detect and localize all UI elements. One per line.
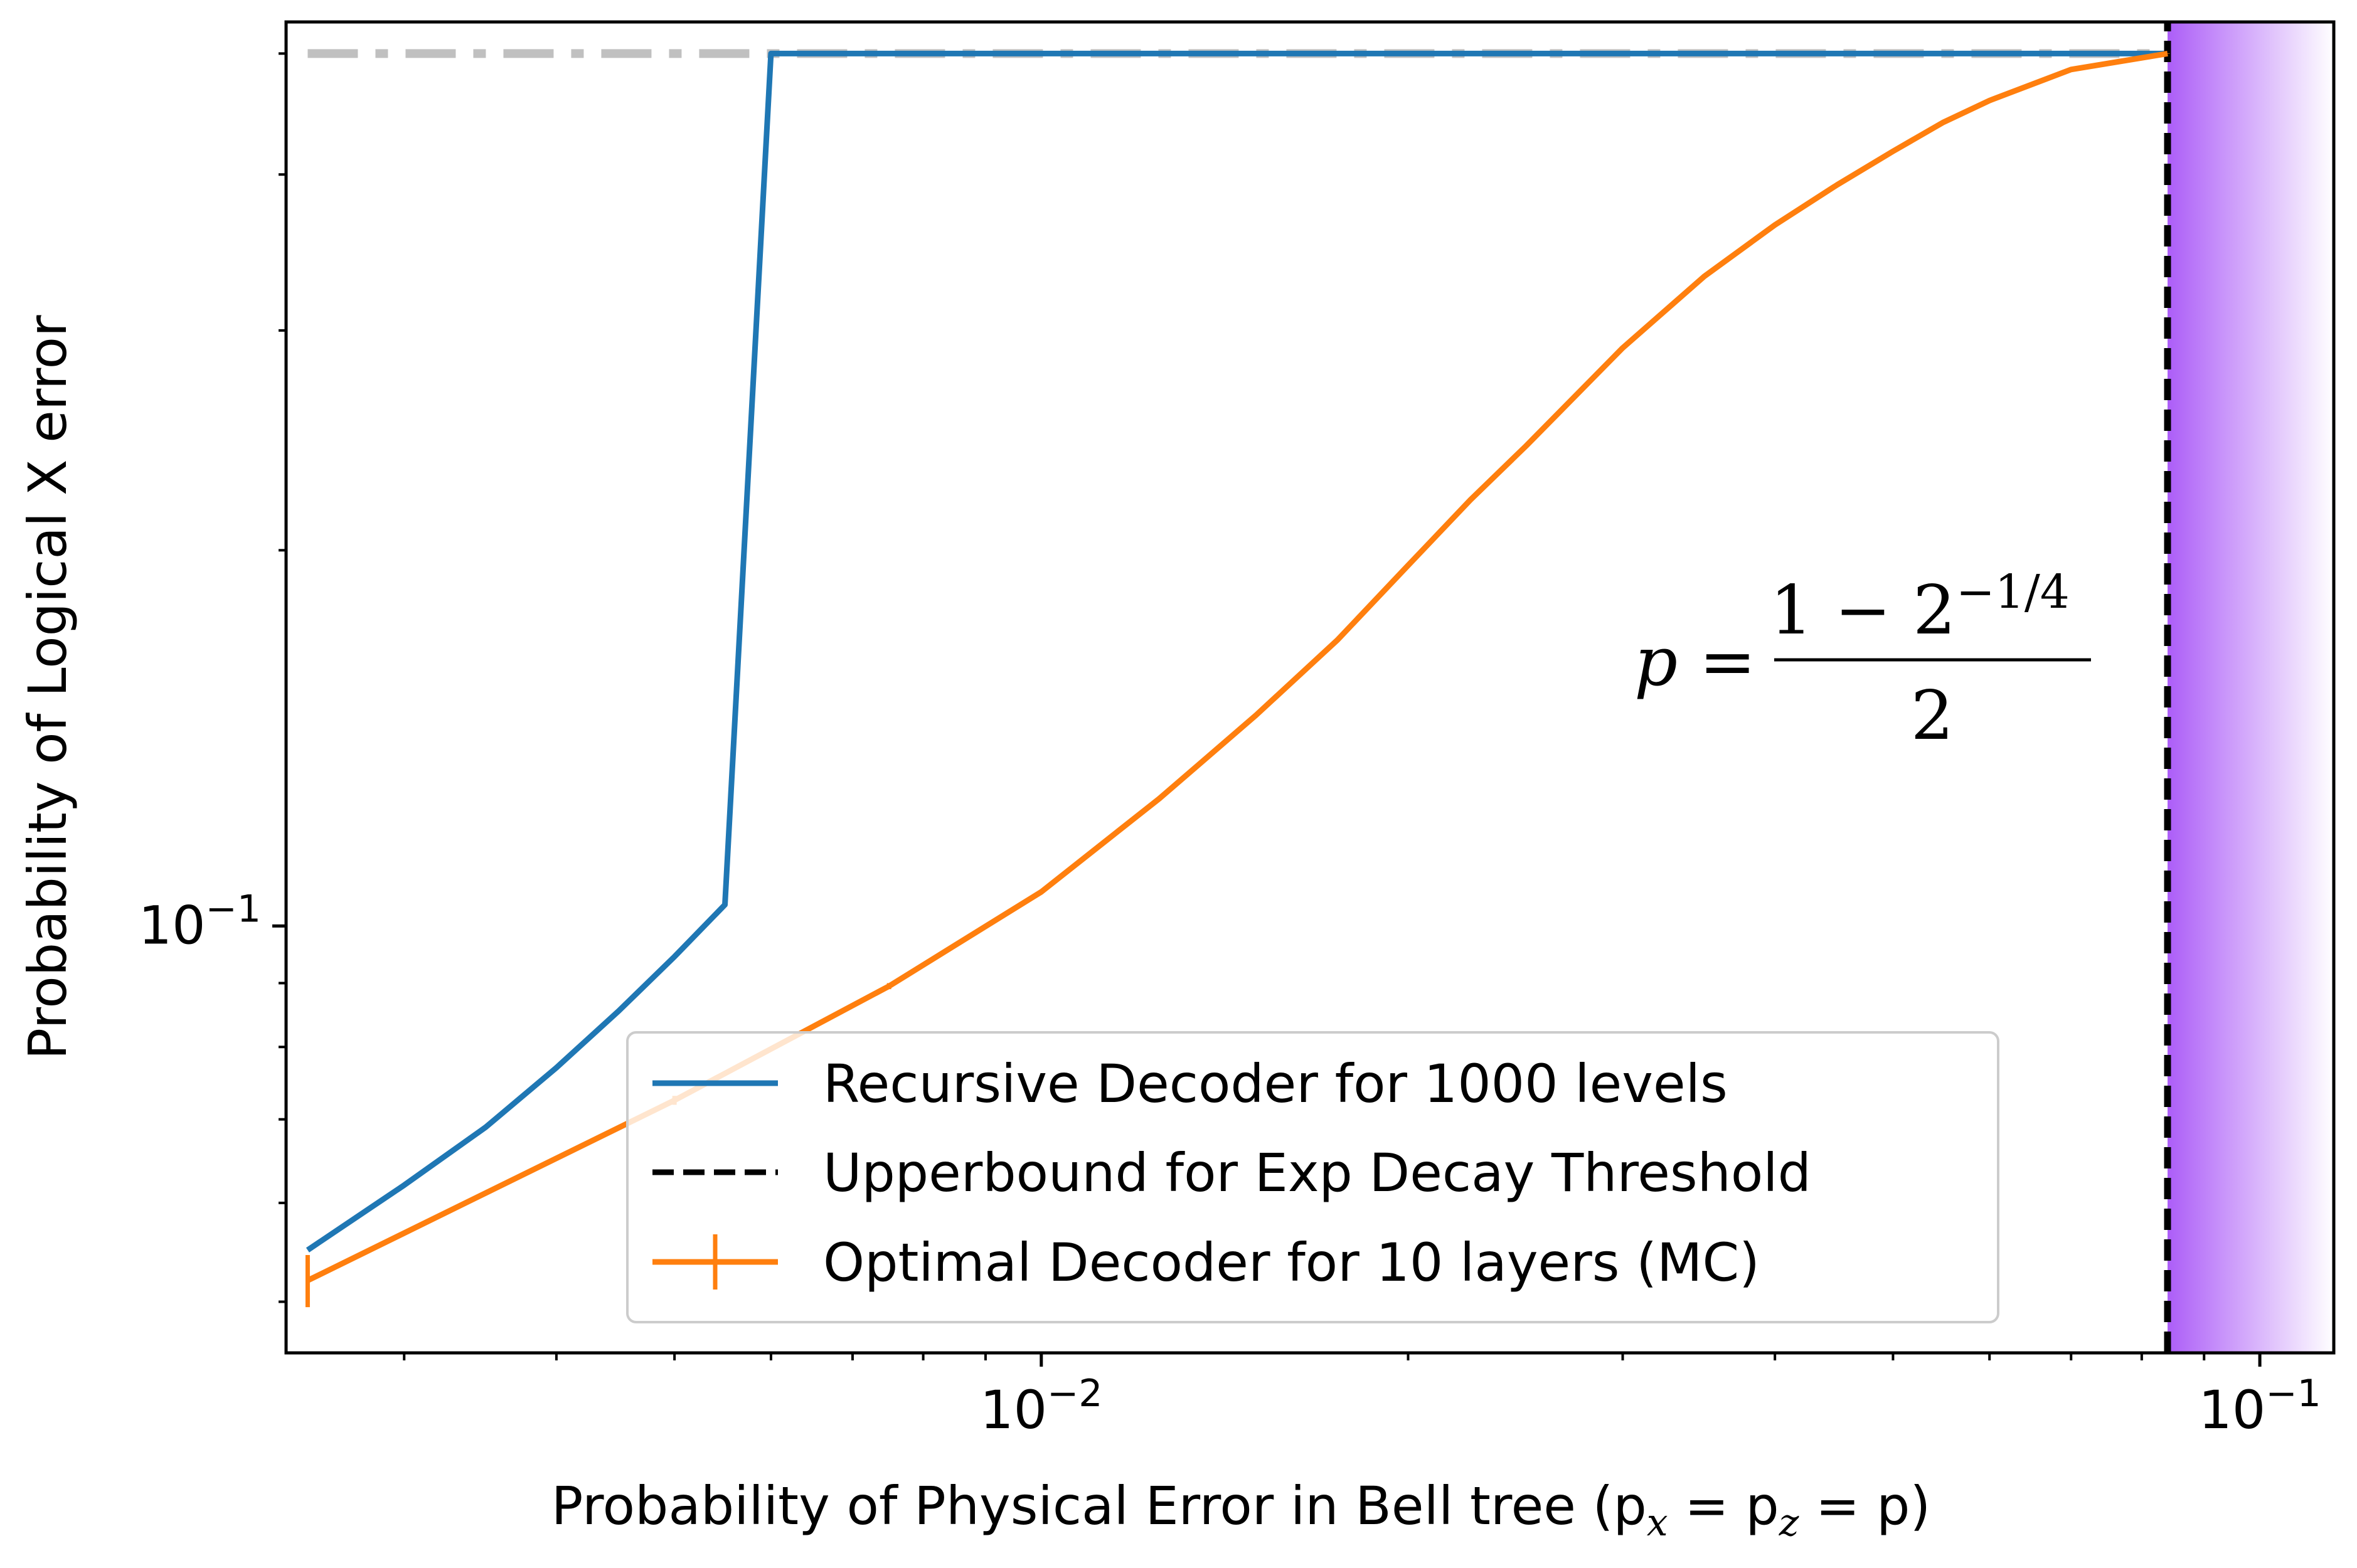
x-axis: 10−2 10−1 — [403, 1353, 2321, 1441]
plot-frame — [284, 20, 2336, 1355]
legend-frame — [626, 1031, 1999, 1323]
annotation-numerator-exp: −1/4 — [1956, 565, 2070, 619]
x-tick-label: 10−1 — [2198, 1372, 2321, 1441]
x-axis-label-sub-x: x — [1647, 1501, 1668, 1545]
series-line — [306, 50, 2168, 1253]
legend-label-upperbound: Upperbound for Exp Decay Threshold — [823, 1142, 1811, 1204]
annotation-denominator: 2 — [1911, 677, 1954, 755]
legend-entry-optimal: Optimal Decoder for 10 layers (MC) — [652, 1232, 1760, 1293]
legend-entry-upperbound: Upperbound for Exp Decay Threshold — [652, 1142, 1811, 1204]
x-axis-label-tail: = p) — [1799, 1475, 1930, 1537]
legend: Recursive Decoder for 1000 levels Upperb… — [626, 1031, 1999, 1323]
series-1 — [306, 50, 2168, 1253]
legend-label-recursive: Recursive Decoder for 1000 levels — [823, 1053, 1728, 1115]
x-axis-label-eq: = p — [1668, 1475, 1779, 1537]
x-axis-label-sub-z: z — [1779, 1501, 1799, 1545]
y-tick-label: 10−1 — [139, 887, 261, 956]
x-axis-label-text: Probability of Physical Error in Bell tr… — [551, 1475, 1647, 1537]
x-axis-label: Probability of Physical Error in Bell tr… — [551, 1475, 1930, 1545]
legend-label-optimal: Optimal Decoder for 10 layers (MC) — [823, 1232, 1760, 1293]
y-axis: 10−1 — [139, 52, 286, 1303]
y-axis-label: Probability of Logical X error — [17, 315, 78, 1060]
annotation-lhs: p = — [1634, 623, 1756, 701]
threshold-annotation: p = 1 − 2−1/4 2 — [1634, 565, 2091, 755]
shaded-region — [2168, 22, 2334, 1353]
annotation-numerator-base: 1 − 2 — [1770, 571, 1956, 650]
x-tick-label: 10−2 — [980, 1372, 1102, 1441]
annotation-numerator: 1 − 2−1/4 — [1770, 565, 2070, 650]
legend-entry-recursive: Recursive Decoder for 1000 levels — [652, 1053, 1728, 1115]
